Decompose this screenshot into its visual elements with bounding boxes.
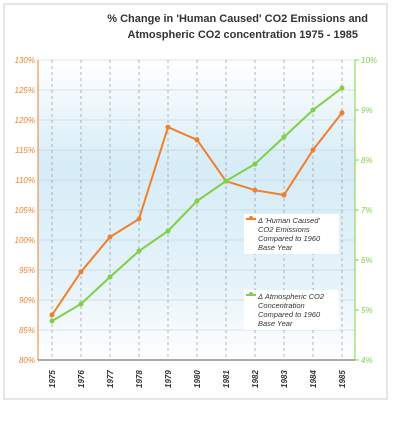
y-tick-label: 95% <box>19 266 35 275</box>
y2-tick-label: 10% <box>361 56 377 65</box>
data-point <box>165 124 171 130</box>
x-tick-label: 1977 <box>106 370 115 388</box>
data-point <box>252 161 258 167</box>
data-point <box>107 274 113 280</box>
data-point <box>49 312 55 318</box>
data-point <box>78 301 84 307</box>
y2-tick-label: 9% <box>361 106 373 115</box>
x-tick-label: 1983 <box>280 370 289 388</box>
data-point <box>165 228 171 234</box>
data-point <box>281 192 287 198</box>
data-point <box>310 107 316 113</box>
x-tick-label: 1976 <box>77 370 86 388</box>
x-tick-label: 1979 <box>164 370 173 388</box>
x-tick-label: 1982 <box>251 370 260 388</box>
data-point <box>252 187 258 193</box>
data-point <box>136 216 142 222</box>
y-tick-label: 85% <box>19 326 35 335</box>
y2-tick-label: 8% <box>361 156 373 165</box>
x-tick-label: 1981 <box>222 370 231 388</box>
x-tick-label: 1984 <box>309 370 318 388</box>
y-tick-label: 100% <box>15 236 35 245</box>
legend-entry: Δ Atmospheric CO2 Concentration Compared… <box>244 290 339 330</box>
y-tick-label: 130% <box>15 56 35 65</box>
y-tick-label: 125% <box>15 86 35 95</box>
y-tick-label: 105% <box>15 206 35 215</box>
y-tick-label: 80% <box>19 356 35 365</box>
y2-tick-label: 4% <box>361 356 373 365</box>
data-point <box>339 110 345 116</box>
legend-swatch <box>246 216 256 220</box>
data-point <box>281 134 287 140</box>
y2-tick-label: 7% <box>361 206 373 215</box>
legend-swatch <box>246 292 256 296</box>
y-tick-label: 115% <box>15 146 35 155</box>
chart-title: % Change in 'Human Caused' CO2 Emissions… <box>107 13 368 25</box>
data-point <box>339 85 345 91</box>
data-point <box>223 178 229 184</box>
x-tick-label: 1980 <box>193 370 202 388</box>
x-tick-label: 1975 <box>48 370 57 388</box>
data-point <box>194 198 200 204</box>
y-tick-label: 110% <box>15 176 35 185</box>
data-point <box>49 318 55 324</box>
x-tick-label: 1978 <box>135 370 144 388</box>
legend-label: Δ Atmospheric CO2 Concentration Compared… <box>258 292 325 328</box>
chart-subtitle: Atmospheric CO2 concentration 1975 - 198… <box>128 29 358 41</box>
data-point <box>136 248 142 254</box>
legend-entry: Δ 'Human Caused' CO2 Emissions Compared … <box>244 214 339 254</box>
x-tick-label: 1985 <box>338 370 347 388</box>
y-tick-label: 120% <box>15 116 35 125</box>
y-tick-label: 90% <box>19 296 35 305</box>
data-point <box>310 147 316 153</box>
legend-label: Δ 'Human Caused' CO2 Emissions Compared … <box>258 216 321 252</box>
data-point <box>194 137 200 143</box>
data-point <box>107 234 113 240</box>
y2-tick-label: 5% <box>361 306 373 315</box>
y2-tick-label: 6% <box>361 256 373 265</box>
data-point <box>78 269 84 275</box>
